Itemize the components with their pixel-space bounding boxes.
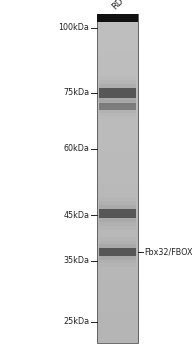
- Bar: [99, 100, 136, 113]
- Bar: [99, 201, 136, 226]
- Text: 35kDa: 35kDa: [63, 256, 89, 265]
- Bar: [97, 14, 138, 343]
- Bar: [99, 76, 136, 110]
- Bar: [99, 205, 136, 222]
- Bar: [99, 209, 136, 218]
- Text: 25kDa: 25kDa: [63, 317, 89, 327]
- Bar: [99, 244, 136, 260]
- Text: 100kDa: 100kDa: [58, 23, 89, 33]
- Bar: [99, 88, 136, 98]
- Text: RD: RD: [110, 0, 125, 11]
- Bar: [99, 237, 136, 267]
- Bar: [99, 103, 136, 110]
- Bar: [97, 14, 138, 22]
- Text: 45kDa: 45kDa: [63, 211, 89, 220]
- Bar: [99, 84, 136, 102]
- Text: 75kDa: 75kDa: [63, 88, 89, 97]
- Text: Fbx32/FBOX32: Fbx32/FBOX32: [144, 247, 192, 257]
- Bar: [99, 241, 136, 263]
- Bar: [99, 248, 136, 256]
- Text: 60kDa: 60kDa: [63, 144, 89, 153]
- Bar: [99, 80, 136, 105]
- Bar: [99, 95, 136, 119]
- Bar: [99, 98, 136, 116]
- Bar: [99, 197, 136, 230]
